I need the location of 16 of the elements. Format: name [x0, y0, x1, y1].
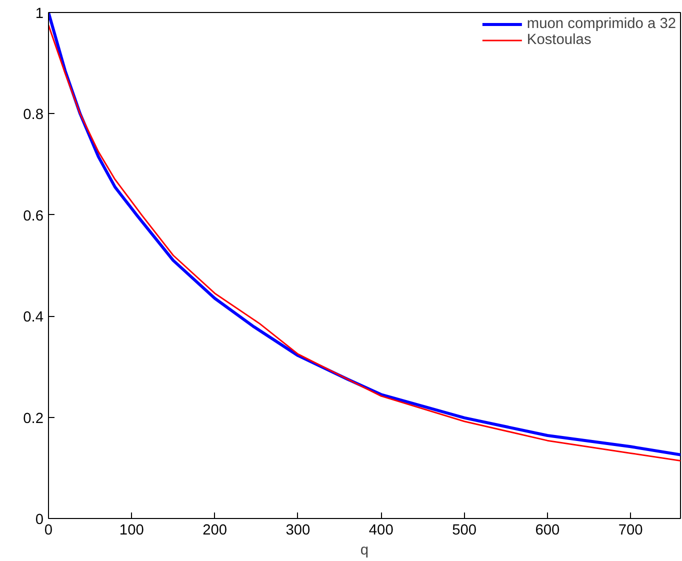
legend-label: Kostoulas — [526, 32, 592, 48]
x-tick-label: 500 — [452, 522, 477, 538]
x-tick-label: 400 — [368, 522, 394, 538]
y-tick-label: 1 — [35, 6, 44, 22]
y-tick-label: 0.8 — [23, 107, 44, 124]
x-tick-label: 200 — [202, 522, 228, 538]
legend-label: muon comprimido a 32 — [526, 16, 676, 32]
y-tick-label: 0.2 — [23, 410, 44, 427]
y-tick-label: 0.4 — [23, 310, 44, 326]
y-tick-label: 0.6 — [23, 208, 44, 224]
x-tick-label: 700 — [618, 522, 643, 538]
x-tick-label: 100 — [119, 522, 144, 538]
x-axis-title: q — [360, 542, 369, 558]
x-tick-label: 600 — [535, 522, 560, 538]
x-tick-label: 300 — [286, 522, 310, 538]
y-tick-label: 0 — [35, 512, 44, 528]
